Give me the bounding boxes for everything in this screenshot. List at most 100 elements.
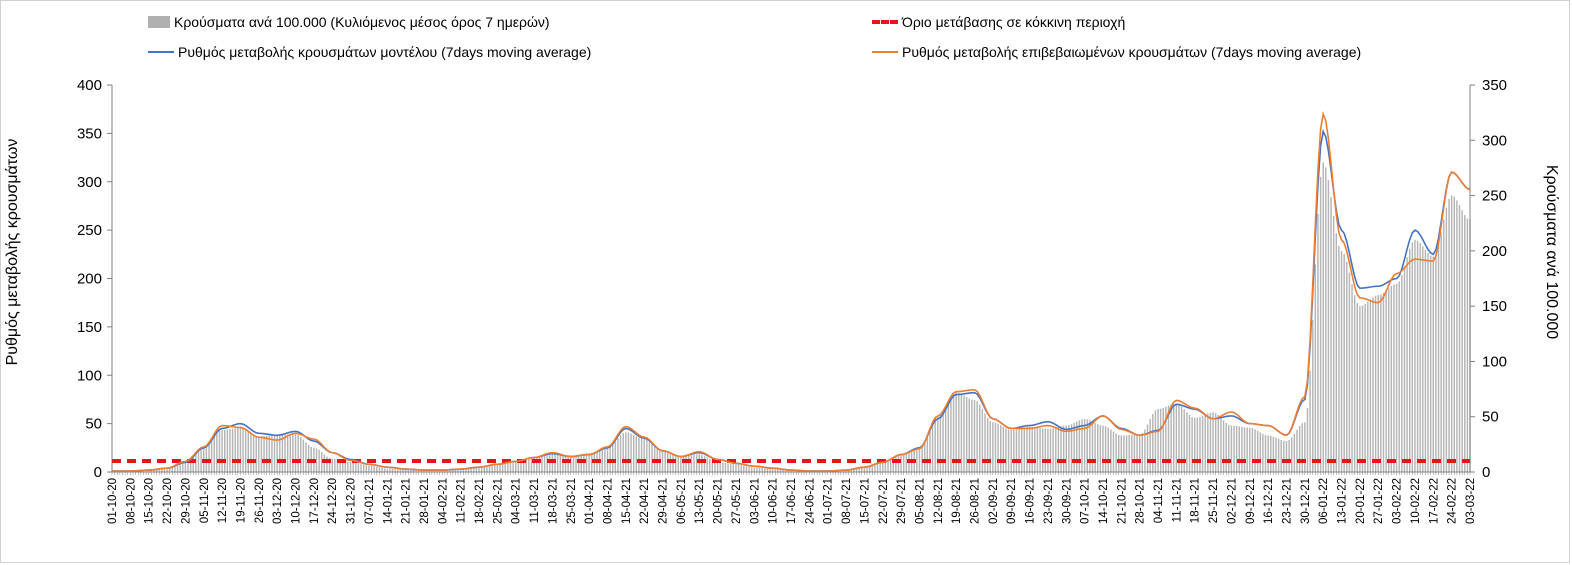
bar-day-471 — [1346, 261, 1348, 472]
bar-day-110 — [399, 469, 402, 472]
bar-day-57 — [260, 436, 263, 472]
bar-day-412 — [1191, 417, 1193, 472]
x-tick-label-38: 24-06-21 — [804, 478, 816, 524]
bar-day-136 — [467, 467, 470, 472]
y-right-tick-label-150: 150 — [1482, 298, 1507, 315]
bar-day-44 — [226, 429, 229, 472]
bar-day-39 — [213, 436, 215, 472]
bar-day-20 — [163, 467, 166, 472]
bar-day-187 — [601, 448, 603, 472]
bar-day-337 — [994, 422, 997, 472]
bar-day-483 — [1377, 295, 1379, 472]
bar-day-285 — [858, 467, 860, 472]
x-tick-label-24: 18-03-21 — [547, 478, 559, 524]
bar-day-377 — [1099, 425, 1102, 472]
bar-day-117 — [418, 469, 420, 472]
bar-day-249 — [764, 468, 766, 472]
bar-day-435 — [1251, 428, 1254, 472]
bar-day-425 — [1225, 422, 1227, 472]
bar-day-325 — [963, 395, 965, 472]
bar-day-100 — [373, 466, 375, 472]
bar-day-34 — [200, 448, 202, 472]
y-right-tick-label-50: 50 — [1482, 409, 1499, 426]
bar-day-293 — [879, 461, 881, 472]
legend-swatch-confirmed — [872, 51, 898, 53]
bar-day-143 — [486, 465, 488, 472]
bar-day-477 — [1361, 305, 1364, 472]
bar-day-111 — [402, 469, 404, 472]
bar-day-340 — [1002, 426, 1005, 472]
bar-day-108 — [394, 469, 396, 472]
legend-label-bars: Κρούσματα ανά 100.000 (Κυλιόμενος μέσος … — [174, 14, 550, 30]
bar-day-47 — [234, 428, 236, 472]
bar-day-191 — [612, 444, 614, 472]
bar-day-254 — [777, 468, 779, 472]
bar-day-336 — [992, 422, 994, 472]
bar-day-132 — [457, 468, 459, 472]
bar-day-290 — [871, 464, 873, 472]
x-tick-label-42: 22-07-21 — [878, 478, 890, 524]
bar-day-26 — [179, 463, 181, 472]
bar-day-170 — [556, 453, 559, 472]
bar-day-95 — [360, 464, 362, 472]
bar-day-25 — [176, 464, 179, 472]
bar-day-97 — [365, 465, 368, 472]
bar-day-174 — [567, 455, 569, 472]
bar-day-118 — [420, 469, 423, 472]
y-left-tick-label-150: 150 — [77, 319, 102, 336]
x-tick-label-70: 03-02-22 — [1392, 478, 1404, 524]
bar-day-52 — [247, 431, 250, 472]
x-tick-label-41: 15-07-21 — [859, 478, 871, 524]
x-tick-label-40: 08-07-21 — [841, 478, 853, 524]
bar-day-226 — [703, 455, 706, 472]
bar-day-504 — [1432, 256, 1435, 472]
bar-day-515 — [1461, 210, 1463, 472]
bar-day-242 — [745, 466, 748, 472]
bar-day-430 — [1238, 426, 1241, 472]
y-right-tick-label-350: 350 — [1482, 77, 1507, 94]
bar-day-380 — [1107, 427, 1109, 472]
bar-day-80 — [321, 452, 323, 472]
bar-day-495 — [1408, 248, 1411, 472]
bar-day-456 — [1306, 407, 1309, 472]
x-tick-label-63: 16-12-21 — [1263, 478, 1275, 524]
bar-day-29 — [187, 461, 189, 472]
bar-day-316 — [939, 415, 942, 472]
bar-day-236 — [729, 463, 732, 472]
bar-day-68 — [289, 434, 291, 472]
bar-day-499 — [1419, 243, 1421, 472]
bar-day-357 — [1047, 428, 1049, 472]
bar-day-507 — [1440, 232, 1442, 472]
bar-day-378 — [1102, 425, 1104, 472]
bar-day-312 — [929, 428, 931, 472]
bar-day-317 — [942, 411, 944, 472]
bar-day-259 — [790, 469, 792, 472]
bar-day-457 — [1309, 370, 1311, 472]
bar-day-78 — [315, 448, 318, 472]
bar-day-229 — [711, 460, 714, 472]
bar-day-92 — [352, 462, 354, 472]
bar-day-216 — [677, 456, 679, 472]
bar-day-363 — [1062, 425, 1065, 472]
bar-day-86 — [336, 459, 339, 472]
bar-day-165 — [543, 454, 546, 472]
bar-day-200 — [635, 436, 638, 472]
bar-day-252 — [771, 468, 774, 472]
x-tick-label-34: 27-05-21 — [731, 478, 743, 524]
x-tick-label-46: 19-08-21 — [951, 478, 963, 524]
bar-day-493 — [1403, 266, 1406, 472]
x-tick-label-51: 23-09-21 — [1043, 478, 1055, 524]
bar-day-469 — [1340, 250, 1343, 472]
bar-day-221 — [690, 455, 693, 472]
bar-day-215 — [674, 455, 677, 472]
bar-day-371 — [1083, 418, 1086, 472]
bar-day-466 — [1332, 216, 1335, 472]
bar-day-324 — [960, 393, 963, 472]
bar-day-385 — [1120, 435, 1123, 472]
bar-day-287 — [863, 466, 866, 472]
bar-day-303 — [905, 452, 908, 472]
bar-day-513 — [1456, 200, 1458, 472]
bar-day-67 — [286, 434, 289, 472]
bar-day-329 — [973, 400, 976, 472]
bar-day-105 — [386, 468, 388, 472]
